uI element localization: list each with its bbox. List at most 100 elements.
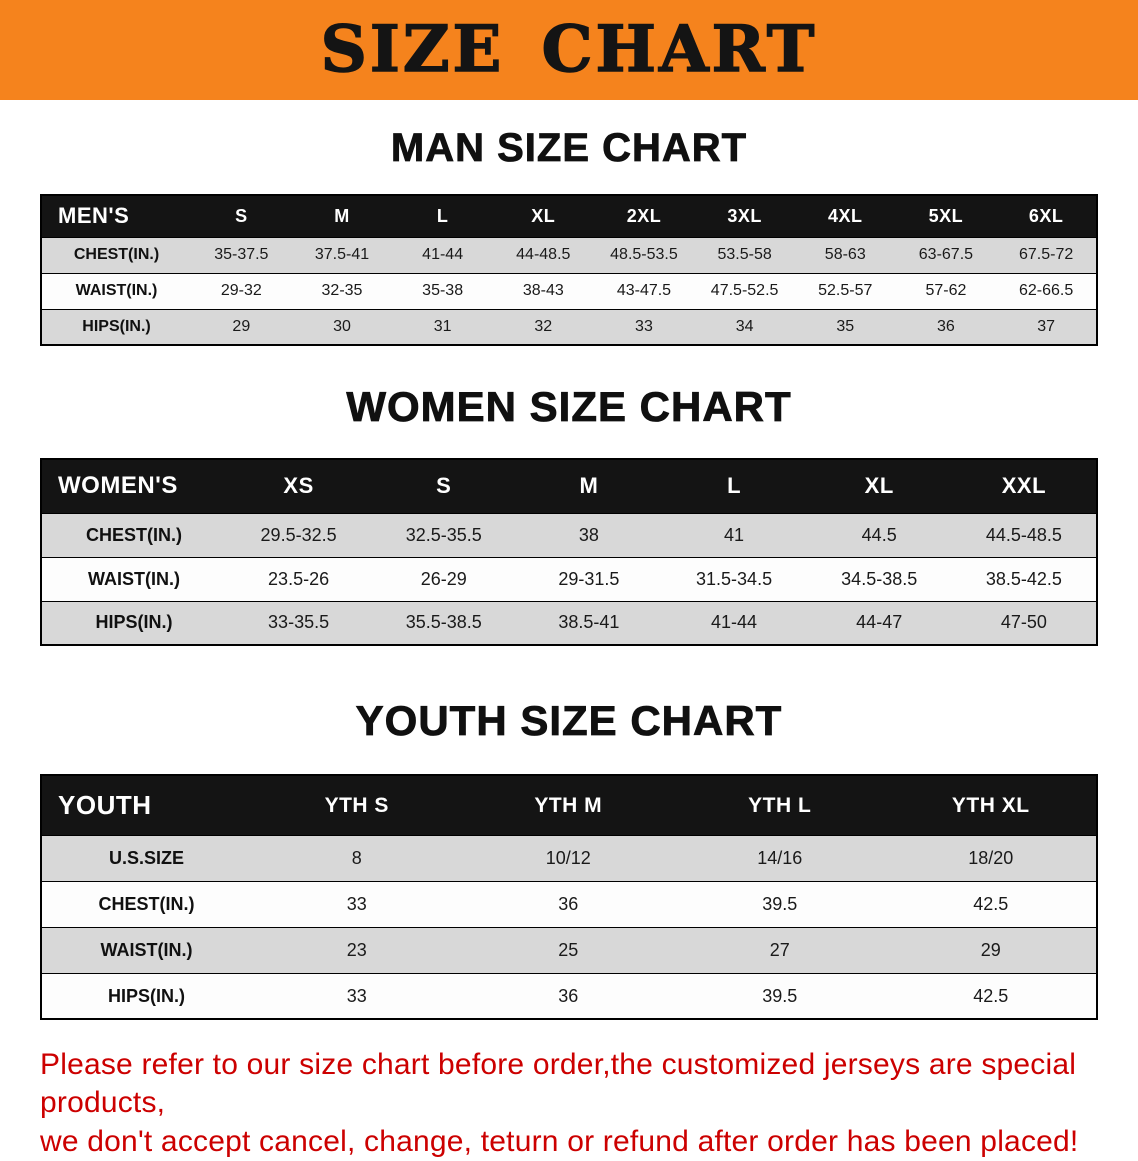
table-cell: 37	[996, 309, 1097, 345]
table-row: HIPS(IN.) 29 30 31 32 33 34 35 36 37	[41, 309, 1097, 345]
table-cell: 27	[674, 927, 886, 974]
youth-size-table: YOUTH YTH S YTH M YTH L YTH XL U.S.SIZE …	[40, 774, 1098, 1021]
women-size-table: WOMEN'S XS S M L XL XXL CHEST(IN.) 29.5-…	[40, 458, 1098, 647]
table-cell: 33	[251, 973, 463, 1020]
table-cell: 32-35	[291, 273, 393, 309]
table-cell: 43-47.5	[593, 273, 695, 309]
table-cell: 35-38	[392, 273, 493, 309]
row-label: CHEST(IN.)	[41, 881, 251, 928]
table-cell: 26-29	[371, 557, 517, 602]
table-cell: 38.5-41	[516, 601, 662, 646]
disclaimer-line-2: we don't accept cancel, change, teturn o…	[40, 1124, 1079, 1158]
table-cell: 44-48.5	[492, 237, 594, 273]
table-cell: 29-31.5	[516, 557, 662, 602]
table-row: U.S.SIZE 8 10/12 14/16 18/20	[41, 835, 1097, 882]
table-cell: 33	[593, 309, 695, 345]
page-title: SIZE CHART	[320, 12, 818, 87]
column-header: YTH S	[251, 775, 463, 836]
column-header: YTH L	[674, 775, 886, 836]
table-cell: 36	[895, 309, 997, 345]
table-cell: 63-67.5	[895, 237, 997, 273]
table-cell: 41	[661, 513, 807, 558]
column-header: YTH M	[462, 775, 674, 836]
table-cell: 33	[251, 881, 463, 928]
table-title-cell: MEN'S	[41, 195, 191, 237]
table-cell: 47-50	[951, 601, 1097, 646]
table-title-cell: WOMEN'S	[41, 459, 226, 514]
table-cell: 44.5-48.5	[951, 513, 1097, 558]
women-section: WOMEN SIZE CHART WOMEN'S XS S M L XL XXL…	[0, 383, 1138, 647]
youth-section: YOUTH SIZE CHART YOUTH YTH S YTH M YTH L…	[0, 697, 1138, 1021]
table-row: HIPS(IN.) 33 36 39.5 42.5	[41, 973, 1097, 1020]
table-cell: 53.5-58	[694, 237, 795, 273]
table-cell: 35.5-38.5	[371, 601, 517, 646]
table-cell: 42.5	[885, 973, 1097, 1020]
table-cell: 30	[291, 309, 393, 345]
table-cell: 52.5-57	[794, 273, 896, 309]
table-cell: 44-47	[806, 601, 952, 646]
table-cell: 38	[516, 513, 662, 558]
table-cell: 32	[492, 309, 594, 345]
table-row: HIPS(IN.) 33-35.5 35.5-38.5 38.5-41 41-4…	[41, 601, 1097, 646]
table-cell: 62-66.5	[996, 273, 1097, 309]
column-header: 5XL	[895, 195, 997, 237]
table-cell: 29-32	[191, 273, 292, 309]
table-cell: 67.5-72	[996, 237, 1097, 273]
column-header: S	[371, 459, 517, 514]
table-cell: 44.5	[806, 513, 952, 558]
row-label: CHEST(IN.)	[41, 513, 226, 558]
column-header: L	[661, 459, 807, 514]
column-header: S	[191, 195, 292, 237]
men-size-table: MEN'S S M L XL 2XL 3XL 4XL 5XL 6XL CHEST…	[40, 194, 1098, 346]
column-header: L	[392, 195, 493, 237]
row-label: HIPS(IN.)	[41, 601, 226, 646]
table-cell: 47.5-52.5	[694, 273, 795, 309]
table-cell: 39.5	[674, 881, 886, 928]
column-header: 6XL	[996, 195, 1097, 237]
table-cell: 36	[462, 881, 674, 928]
table-cell: 37.5-41	[291, 237, 393, 273]
men-header-row: MEN'S S M L XL 2XL 3XL 4XL 5XL 6XL	[41, 195, 1097, 237]
row-label: HIPS(IN.)	[41, 309, 191, 345]
table-cell: 39.5	[674, 973, 886, 1020]
table-cell: 31.5-34.5	[661, 557, 807, 602]
row-label: U.S.SIZE	[41, 835, 251, 882]
table-cell: 29	[191, 309, 292, 345]
row-label: WAIST(IN.)	[41, 273, 191, 309]
column-header: XL	[492, 195, 594, 237]
column-header: XS	[226, 459, 372, 514]
table-title-cell: YOUTH	[41, 775, 251, 836]
table-row: CHEST(IN.) 35-37.5 37.5-41 41-44 44-48.5…	[41, 237, 1097, 273]
column-header: 3XL	[694, 195, 795, 237]
column-header: YTH XL	[885, 775, 1097, 836]
men-section: MAN SIZE CHART MEN'S S M L XL 2XL 3XL 4X…	[0, 126, 1138, 346]
women-header-row: WOMEN'S XS S M L XL XXL	[41, 459, 1097, 514]
table-row: CHEST(IN.) 33 36 39.5 42.5	[41, 881, 1097, 928]
table-cell: 29.5-32.5	[226, 513, 372, 558]
table-row: WAIST(IN.) 23 25 27 29	[41, 927, 1097, 974]
youth-section-title: YOUTH SIZE CHART	[355, 697, 783, 745]
column-header: XXL	[951, 459, 1097, 514]
table-cell: 33-35.5	[226, 601, 372, 646]
table-cell: 58-63	[794, 237, 896, 273]
table-cell: 42.5	[885, 881, 1097, 928]
table-cell: 34	[694, 309, 795, 345]
women-section-title: WOMEN SIZE CHART	[346, 383, 792, 430]
column-header: XL	[806, 459, 952, 514]
table-row: CHEST(IN.) 29.5-32.5 32.5-35.5 38 41 44.…	[41, 513, 1097, 558]
column-header: M	[291, 195, 393, 237]
men-section-title: MAN SIZE CHART	[390, 126, 748, 171]
table-cell: 57-62	[895, 273, 997, 309]
table-cell: 10/12	[462, 835, 674, 882]
table-cell: 25	[462, 927, 674, 974]
table-cell: 41-44	[392, 237, 493, 273]
table-cell: 14/16	[674, 835, 886, 882]
disclaimer: Please refer to our size chart before or…	[40, 1046, 1138, 1160]
row-label: WAIST(IN.)	[41, 927, 251, 974]
table-cell: 18/20	[885, 835, 1097, 882]
table-cell: 8	[251, 835, 463, 882]
table-cell: 23	[251, 927, 463, 974]
table-cell: 32.5-35.5	[371, 513, 517, 558]
column-header: 4XL	[794, 195, 896, 237]
